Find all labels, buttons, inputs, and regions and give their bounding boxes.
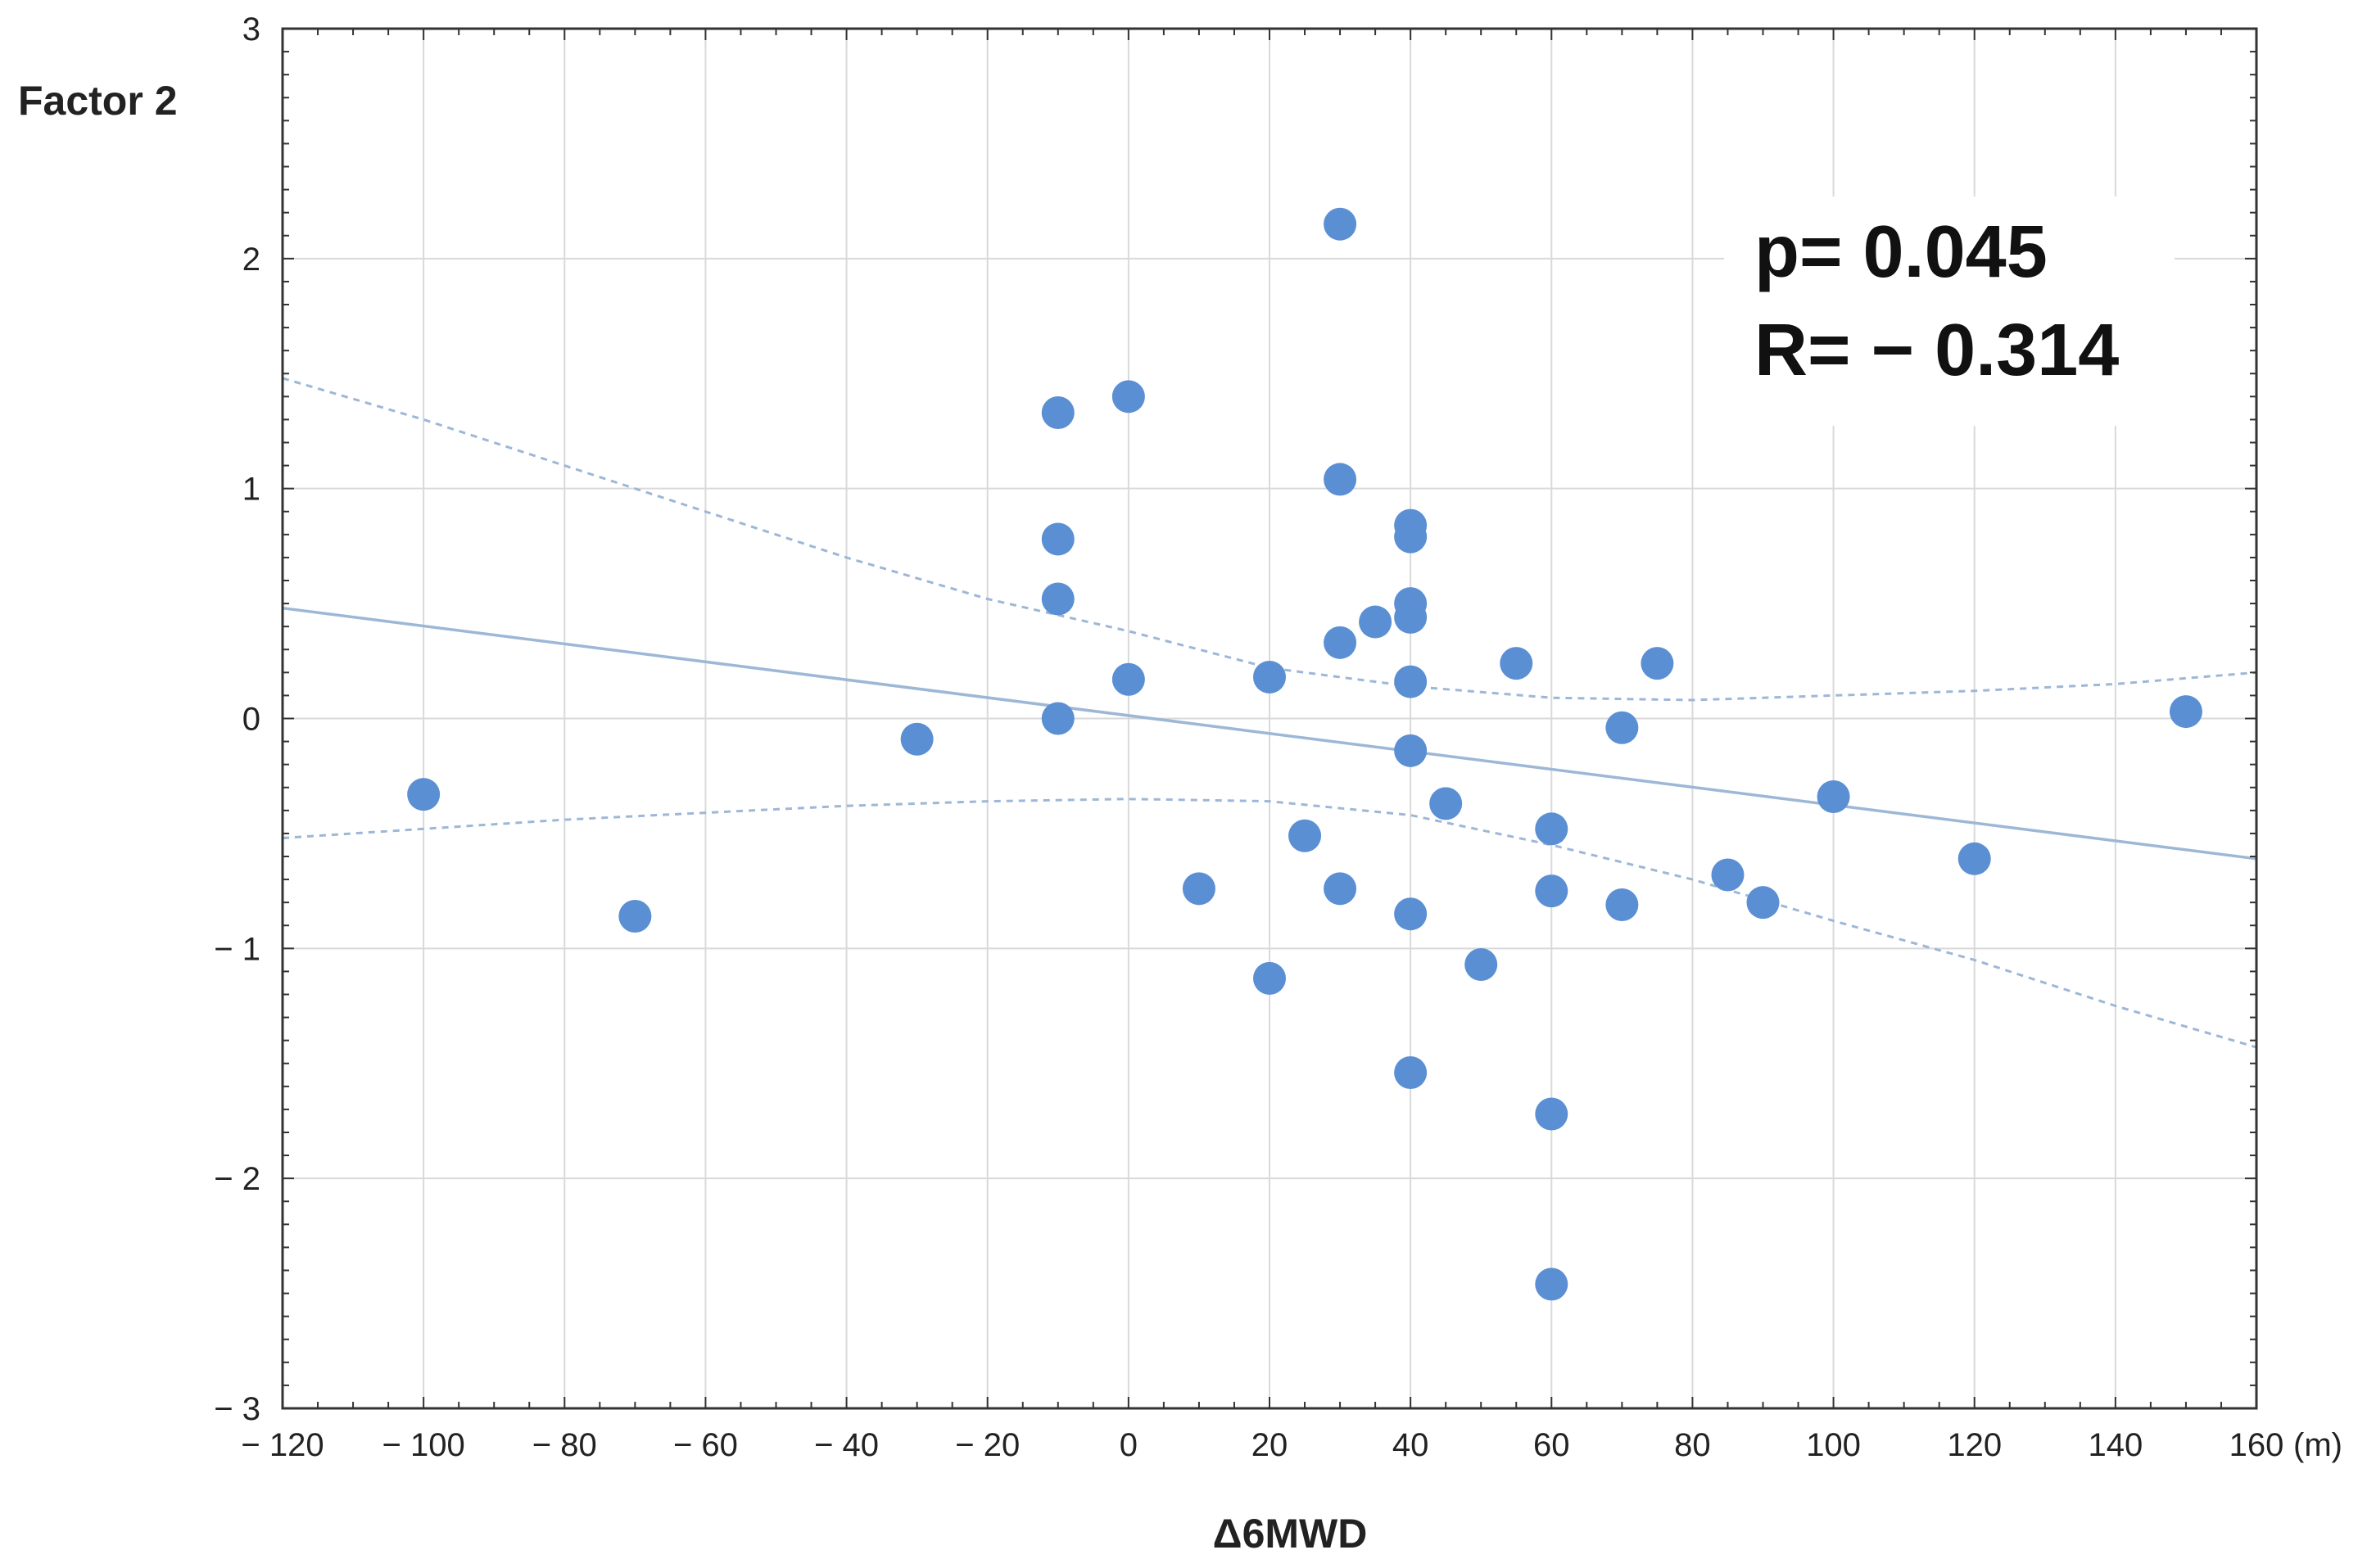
y-tick-label: 0 bbox=[242, 702, 260, 738]
data-point bbox=[1324, 463, 1357, 496]
data-point bbox=[1394, 520, 1428, 554]
annotation-background bbox=[1724, 197, 2175, 426]
data-point bbox=[1429, 787, 1463, 820]
confidence-lower-line bbox=[282, 798, 2257, 1049]
x-axis-unit: (m) bbox=[2293, 1427, 2342, 1463]
x-tick-label: 40 bbox=[1392, 1427, 1429, 1463]
p-value-annotation: p= 0.045 bbox=[1754, 211, 2048, 293]
y-tick-label: 1 bbox=[242, 472, 260, 508]
x-tick-label: − 40 bbox=[814, 1427, 879, 1463]
y-tick-labels: 3 2 1 0 − 1 − 2 − 3 bbox=[214, 11, 260, 1427]
data-point bbox=[1605, 711, 1639, 744]
data-point bbox=[1324, 626, 1357, 659]
y-tick-label: − 1 bbox=[214, 931, 260, 967]
data-point bbox=[1535, 874, 1568, 908]
data-point bbox=[1041, 582, 1075, 616]
data-point bbox=[1535, 1268, 1568, 1301]
data-point bbox=[1182, 872, 1215, 906]
r-value-annotation: R= − 0.314 bbox=[1754, 310, 2119, 391]
x-tick-labels: − 120 − 100 − 80 − 60 − 40 − 20 0 20 40 60 80 100 12… bbox=[241, 1427, 2283, 1463]
confidence-upper-line bbox=[282, 377, 2257, 702]
y-tick-label: 3 bbox=[242, 11, 260, 47]
data-point bbox=[1711, 858, 1745, 892]
x-tick-label: − 120 bbox=[241, 1427, 324, 1463]
y-tick-label: − 3 bbox=[214, 1391, 260, 1427]
data-point bbox=[1394, 897, 1428, 931]
tick-marks-layer bbox=[282, 28, 2257, 1409]
data-point bbox=[1041, 395, 1075, 429]
x-axis-title: Δ6MWD bbox=[1213, 1511, 1368, 1557]
y-axis-title: Factor 2 bbox=[18, 78, 178, 124]
data-point bbox=[1359, 605, 1392, 639]
x-tick-label: 0 bbox=[1120, 1427, 1138, 1463]
data-point bbox=[1253, 660, 1286, 694]
x-tick-label: 140 bbox=[2088, 1427, 2143, 1463]
x-tick-label: 20 bbox=[1251, 1427, 1288, 1463]
data-point bbox=[1641, 647, 1674, 680]
data-point bbox=[2169, 695, 2202, 729]
x-tick-label: 160 bbox=[2229, 1427, 2284, 1463]
data-points-layer bbox=[407, 207, 2202, 1301]
data-point bbox=[1746, 886, 1780, 920]
x-tick-label: 80 bbox=[1674, 1427, 1711, 1463]
data-point bbox=[1111, 380, 1145, 413]
data-point bbox=[1817, 779, 1850, 813]
data-point bbox=[1605, 888, 1639, 921]
x-tick-label: − 60 bbox=[673, 1427, 738, 1463]
data-point bbox=[1394, 600, 1428, 634]
x-tick-label: − 100 bbox=[382, 1427, 465, 1463]
data-point bbox=[1253, 961, 1286, 995]
data-point bbox=[1288, 819, 1322, 852]
x-tick-label: 60 bbox=[1533, 1427, 1570, 1463]
data-point bbox=[1535, 812, 1568, 846]
data-point bbox=[1324, 207, 1357, 241]
data-point bbox=[1394, 734, 1428, 767]
data-point bbox=[1324, 872, 1357, 906]
x-tick-label: 120 bbox=[1947, 1427, 2002, 1463]
data-point bbox=[1535, 1097, 1568, 1131]
data-point bbox=[407, 778, 441, 811]
x-tick-label: − 20 bbox=[955, 1427, 1020, 1463]
data-point bbox=[1041, 522, 1075, 556]
data-point bbox=[1394, 1055, 1428, 1089]
x-tick-label: − 80 bbox=[532, 1427, 597, 1463]
regression-layer bbox=[282, 606, 2257, 861]
data-point bbox=[1957, 842, 1991, 875]
data-point bbox=[1111, 662, 1145, 696]
y-tick-label: − 2 bbox=[214, 1161, 260, 1197]
confidence-band-layer bbox=[282, 377, 2257, 1049]
data-point bbox=[900, 722, 934, 756]
data-point bbox=[1464, 947, 1498, 981]
data-point bbox=[1500, 647, 1533, 680]
y-tick-label: 2 bbox=[242, 242, 260, 278]
data-point bbox=[618, 900, 652, 933]
data-point bbox=[1041, 702, 1075, 735]
data-point bbox=[1394, 665, 1428, 698]
regression-line bbox=[282, 606, 2257, 861]
x-tick-label: 100 bbox=[1806, 1427, 1861, 1463]
